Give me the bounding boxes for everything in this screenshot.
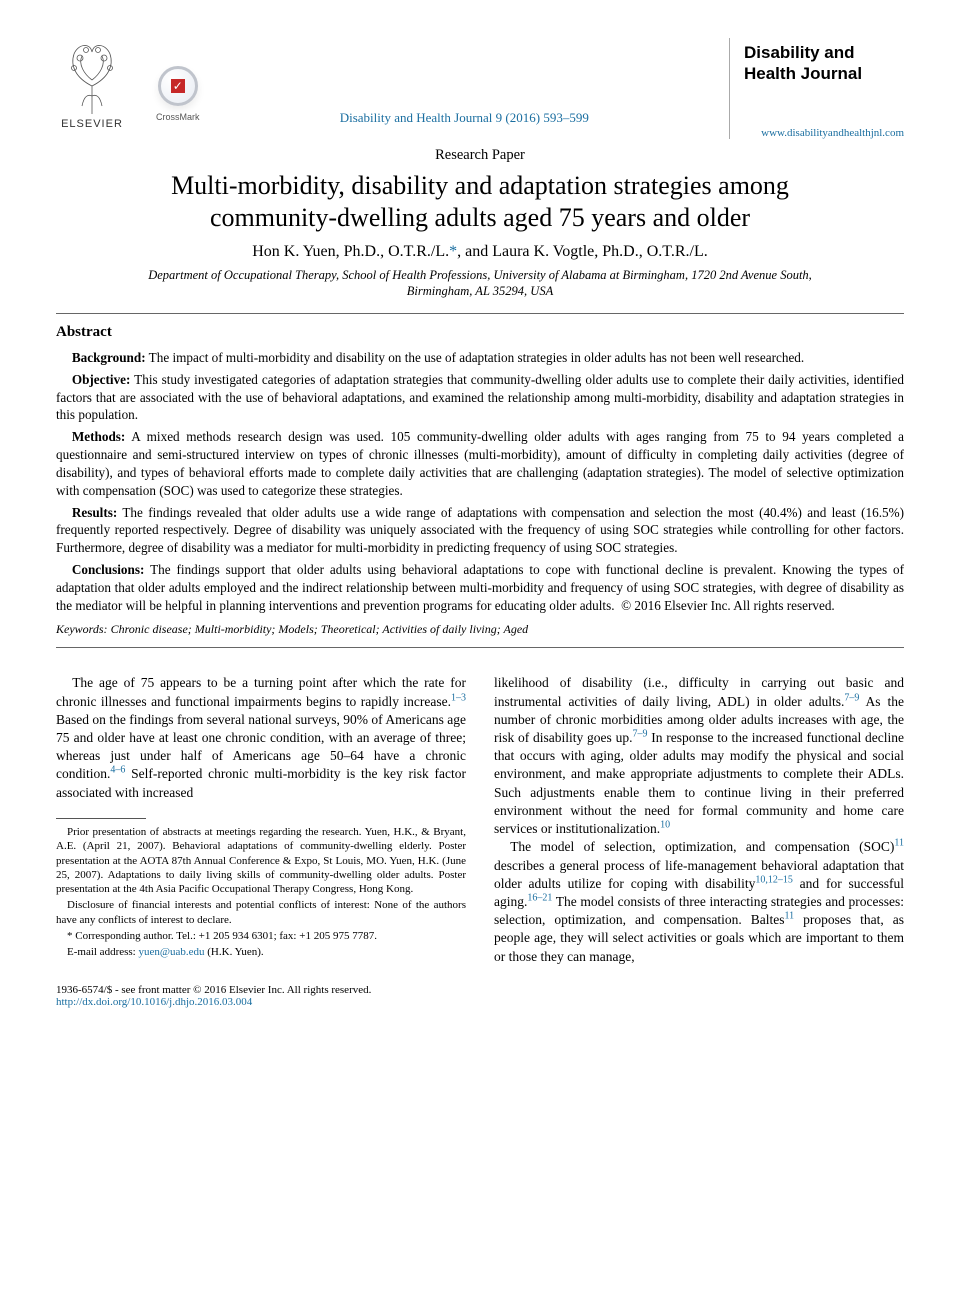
background-label: Background: bbox=[72, 350, 146, 365]
ref-7-9a[interactable]: 7–9 bbox=[844, 692, 859, 703]
footnote-disclosure: Disclosure of financial interests and po… bbox=[56, 898, 466, 927]
results-label: Results: bbox=[72, 505, 117, 520]
column-right: likelihood of disability (i.e., difficul… bbox=[494, 674, 904, 966]
body-p2: likelihood of disability (i.e., difficul… bbox=[494, 674, 904, 838]
crossmark-icon: ✓ bbox=[158, 66, 198, 106]
body-p1: The age of 75 appears to be a turning po… bbox=[56, 674, 466, 802]
affiliation: Department of Occupational Therapy, Scho… bbox=[56, 267, 904, 300]
publisher-block: ELSEVIER bbox=[56, 36, 128, 130]
methods-label: Methods: bbox=[72, 429, 125, 444]
issn-line: 1936-6574/$ - see front matter © 2016 El… bbox=[56, 984, 371, 996]
ref-10-12-15[interactable]: 10,12–15 bbox=[755, 874, 793, 885]
elsevier-tree-icon bbox=[56, 36, 128, 114]
header-left: ELSEVIER ✓ CrossMark bbox=[56, 36, 200, 130]
journal-reference-block: Disability and Health Journal 9 (2016) 5… bbox=[200, 36, 729, 126]
keywords-label: Keywords: bbox=[56, 622, 108, 636]
ref-16-21[interactable]: 16–21 bbox=[527, 893, 552, 904]
objective-text: This study investigated categories of ad… bbox=[56, 372, 904, 423]
journal-reference: Disability and Health Journal 9 (2016) 5… bbox=[212, 110, 717, 126]
corresponding-star: * bbox=[449, 243, 457, 260]
ref-11b[interactable]: 11 bbox=[785, 911, 795, 922]
background-text: The impact of multi-morbidity and disabi… bbox=[149, 350, 805, 365]
keywords-text: Chronic disease; Multi-morbidity; Models… bbox=[111, 622, 529, 636]
abstract-body: Background: The impact of multi-morbidit… bbox=[56, 349, 904, 614]
doi-link[interactable]: http://dx.doi.org/10.1016/j.dhjo.2016.03… bbox=[56, 996, 371, 1008]
footnotes-rule bbox=[56, 818, 146, 819]
journal-url[interactable]: www.disabilityandhealthjnl.com bbox=[744, 127, 904, 139]
footnotes: Prior presentation of abstracts at meeti… bbox=[56, 825, 466, 960]
title-line2: community-dwelling adults aged 75 years … bbox=[210, 203, 750, 232]
footnote-corresponding: * Corresponding author. Tel.: +1 205 934… bbox=[56, 929, 466, 943]
authors-text: Hon K. Yuen, Ph.D., O.T.R./L. bbox=[252, 243, 449, 260]
page-footer: 1936-6574/$ - see front matter © 2016 El… bbox=[56, 984, 904, 1008]
authors-text2: , and Laura K. Vogtle, Ph.D., O.T.R./L. bbox=[457, 243, 708, 260]
body-columns: The age of 75 appears to be a turning po… bbox=[56, 674, 904, 966]
results-text: The findings revealed that older adults … bbox=[56, 505, 904, 556]
ref-4-6[interactable]: 4–6 bbox=[110, 765, 125, 776]
copyright: © 2016 Elsevier Inc. All rights reserved… bbox=[621, 598, 835, 613]
objective-label: Objective: bbox=[72, 372, 131, 387]
p2c: In response to the increased functional … bbox=[494, 730, 904, 836]
crossmark-label: CrossMark bbox=[156, 112, 200, 122]
p1a: The age of 75 appears to be a turning po… bbox=[56, 675, 466, 708]
authors: Hon K. Yuen, Ph.D., O.T.R./L.*, and Laur… bbox=[56, 243, 904, 261]
p3a: The model of selection, optimization, an… bbox=[510, 839, 894, 854]
ref-11a[interactable]: 11 bbox=[894, 838, 904, 849]
journal-name-line2: Health Journal bbox=[744, 63, 904, 84]
rule-below-abstract bbox=[56, 647, 904, 648]
email-suffix: (H.K. Yuen). bbox=[205, 946, 264, 958]
crossmark-block[interactable]: ✓ CrossMark bbox=[156, 66, 200, 122]
rule-above-abstract bbox=[56, 313, 904, 314]
footer-left: 1936-6574/$ - see front matter © 2016 El… bbox=[56, 984, 371, 1008]
ref-1-3[interactable]: 1–3 bbox=[451, 692, 466, 703]
abstract-heading: Abstract bbox=[56, 324, 904, 341]
keywords-line: Keywords: Chronic disease; Multi-morbidi… bbox=[56, 622, 904, 637]
p2a: likelihood of disability (i.e., difficul… bbox=[494, 675, 904, 708]
publisher-name: ELSEVIER bbox=[61, 118, 123, 130]
journal-page: ELSEVIER ✓ CrossMark Disability and Heal… bbox=[0, 0, 960, 1048]
methods-text: A mixed methods research design was used… bbox=[56, 429, 904, 497]
conclusions-label: Conclusions: bbox=[72, 562, 145, 577]
footnote-presentation: Prior presentation of abstracts at meeti… bbox=[56, 825, 466, 896]
column-left: The age of 75 appears to be a turning po… bbox=[56, 674, 466, 966]
affiliation-line2: Birmingham, AL 35294, USA bbox=[407, 284, 553, 298]
footnote-email: E-mail address: yuen@uab.edu (H.K. Yuen)… bbox=[56, 945, 466, 959]
affiliation-line1: Department of Occupational Therapy, Scho… bbox=[148, 268, 812, 282]
journal-name-line1: Disability and bbox=[744, 42, 904, 63]
paper-title: Multi-morbidity, disability and adaptati… bbox=[56, 170, 904, 235]
title-line1: Multi-morbidity, disability and adaptati… bbox=[171, 171, 789, 200]
body-p3: The model of selection, optimization, an… bbox=[494, 838, 904, 966]
ref-7-9b[interactable]: 7–9 bbox=[632, 729, 647, 740]
page-header: ELSEVIER ✓ CrossMark Disability and Heal… bbox=[56, 36, 904, 139]
paper-type: Research Paper bbox=[56, 147, 904, 164]
ref-10[interactable]: 10 bbox=[660, 820, 670, 831]
email-label: E-mail address: bbox=[67, 946, 138, 958]
email-link[interactable]: yuen@uab.edu bbox=[138, 946, 204, 958]
journal-title-box: Disability and Health Journal www.disabi… bbox=[729, 38, 904, 139]
